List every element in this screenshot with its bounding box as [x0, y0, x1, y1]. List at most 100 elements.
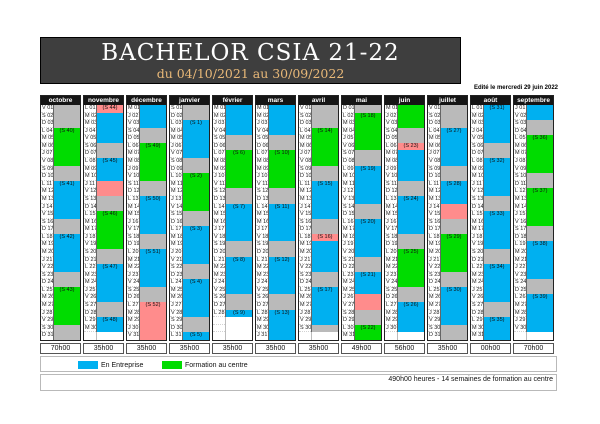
day-décembre-9: J 09: [127, 165, 166, 174]
day-novembre-1: L 01 (S 44): [84, 105, 123, 113]
day-cell-en-entreprise: [96, 165, 123, 174]
day-février-24: J 24: [213, 279, 252, 287]
day-octobre-8: V 08: [41, 158, 80, 166]
day-label: M 16: [471, 218, 483, 227]
day-juin-1: M 01: [385, 105, 424, 113]
day-janvier-12: M 12: [170, 188, 209, 196]
day-décembre-30: J 30: [127, 324, 166, 333]
day-mai-14: S 14: [342, 203, 381, 212]
day-cell-weekend-non-travaille: [311, 279, 338, 287]
day-label: M 31: [472, 332, 483, 339]
day-cell-en-entreprise: [311, 302, 338, 310]
day-cell-en-entreprise: [354, 226, 381, 234]
day-cell-en-entreprise: [526, 309, 553, 318]
day-juillet-5: M 05: [428, 135, 467, 143]
day-octobre-21: J 21: [41, 256, 80, 265]
day-cell-en-entreprise: [96, 127, 123, 136]
week-label: (S 3): [182, 226, 209, 234]
day-label: S 12: [213, 188, 225, 196]
day-label: S 11: [127, 180, 139, 189]
day-avril-4: L 04 (S 14): [299, 127, 338, 136]
day-cell-en-entreprise: [225, 105, 252, 113]
week-label: (S 10): [268, 150, 295, 159]
day-cell-weekend-non-travaille: [311, 120, 338, 128]
day-label: M 21: [514, 256, 526, 265]
day-octobre-31: D 31: [41, 332, 80, 340]
day-label: M 29: [256, 317, 268, 325]
day-septembre-22: J 22: [514, 264, 553, 272]
week-label: (S 7): [225, 203, 252, 212]
day-cell-en-entreprise: [311, 211, 338, 219]
day-cell-formation-au-centre: [53, 309, 80, 318]
day-février-7: L 07 (S 6): [213, 150, 252, 159]
day-mars-3: J 03: [256, 120, 295, 128]
day-cell-ferie-conges: [96, 188, 123, 196]
day-novembre-17: M 17: [84, 226, 123, 234]
day-cell-en-entreprise: [483, 271, 510, 280]
day-cell-weekend-non-travaille: [397, 294, 424, 303]
day-label: D 05: [385, 135, 397, 143]
day-cell-en-entreprise: [397, 173, 424, 181]
day-cell-weekend-non-travaille: [440, 279, 467, 287]
day-mars-6: D 06: [256, 142, 295, 151]
day-cell-formation-au-centre: [311, 150, 338, 159]
day-label: [213, 324, 225, 333]
day-label: M 09: [256, 165, 268, 174]
day-cell-en-entreprise: [53, 248, 80, 257]
day-avril-8: V 08: [299, 158, 338, 166]
day-cell-en-entreprise: [397, 324, 424, 333]
day-décembre-23: J 23: [127, 271, 166, 280]
day-label: M 17: [342, 226, 354, 234]
day-label: L 13: [127, 195, 139, 204]
day-juin-23: J 23: [385, 271, 424, 280]
day-cell-weekend-non-travaille: [440, 120, 467, 128]
day-label: L 31: [171, 332, 182, 339]
day-cell-en-entreprise: [311, 188, 338, 196]
day-label: D 01: [342, 105, 354, 113]
day-mai-7: S 07: [342, 150, 381, 159]
day-label: D 04: [514, 127, 526, 136]
day-février-12: S 12: [213, 188, 252, 196]
day-mai-15: D 15: [342, 211, 381, 219]
day-label: D 02: [170, 112, 182, 121]
day-cell-formation-au-centre: [526, 165, 553, 174]
day-label: V 15: [428, 211, 440, 219]
day-juin-18: S 18: [385, 233, 424, 242]
day-cell-weekend-non-travaille: [354, 150, 381, 159]
day-label: D 13: [256, 195, 268, 204]
day-décembre-2: J 02: [127, 112, 166, 121]
day-label: M 12: [41, 188, 53, 196]
day-label: V 10: [127, 173, 139, 181]
day-label: M 11: [170, 180, 182, 189]
day-cell-en-entreprise: [483, 218, 510, 227]
day-label: S 20: [471, 248, 483, 257]
day-empty: [213, 324, 252, 333]
day-octobre-29: V 29: [41, 317, 80, 325]
day-cell-formation-au-centre: [225, 158, 252, 166]
week-label: (S 51): [139, 248, 166, 257]
week-label: (S 29): [440, 233, 467, 242]
day-mars-31: J 31: [256, 332, 295, 340]
day-label: J 13: [170, 195, 182, 204]
day-label: V 08: [428, 158, 440, 166]
day-novembre-7: D 07: [84, 150, 123, 159]
day-label: V 24: [385, 279, 397, 287]
day-label: L 07: [256, 150, 268, 159]
day-cell-formation-au-centre: [311, 158, 338, 166]
day-avril-7: J 07: [299, 150, 338, 159]
day-cell-en-entreprise: [483, 332, 510, 340]
day-février-1: M 01: [213, 105, 252, 113]
day-label: J 25: [471, 286, 483, 295]
day-mars-23: M 23: [256, 271, 295, 280]
day-label: J 19: [342, 241, 354, 249]
day-label: M 07: [514, 150, 526, 159]
day-cell-weekend-non-travaille: [139, 127, 166, 136]
day-label: J 05: [342, 135, 354, 143]
day-label: L 11: [428, 180, 440, 189]
day-label: V 12: [471, 188, 483, 196]
day-cell-formation-au-centre: [53, 302, 80, 310]
day-label: V 17: [385, 226, 397, 234]
day-cell-weekend-non-travaille: [96, 302, 123, 310]
